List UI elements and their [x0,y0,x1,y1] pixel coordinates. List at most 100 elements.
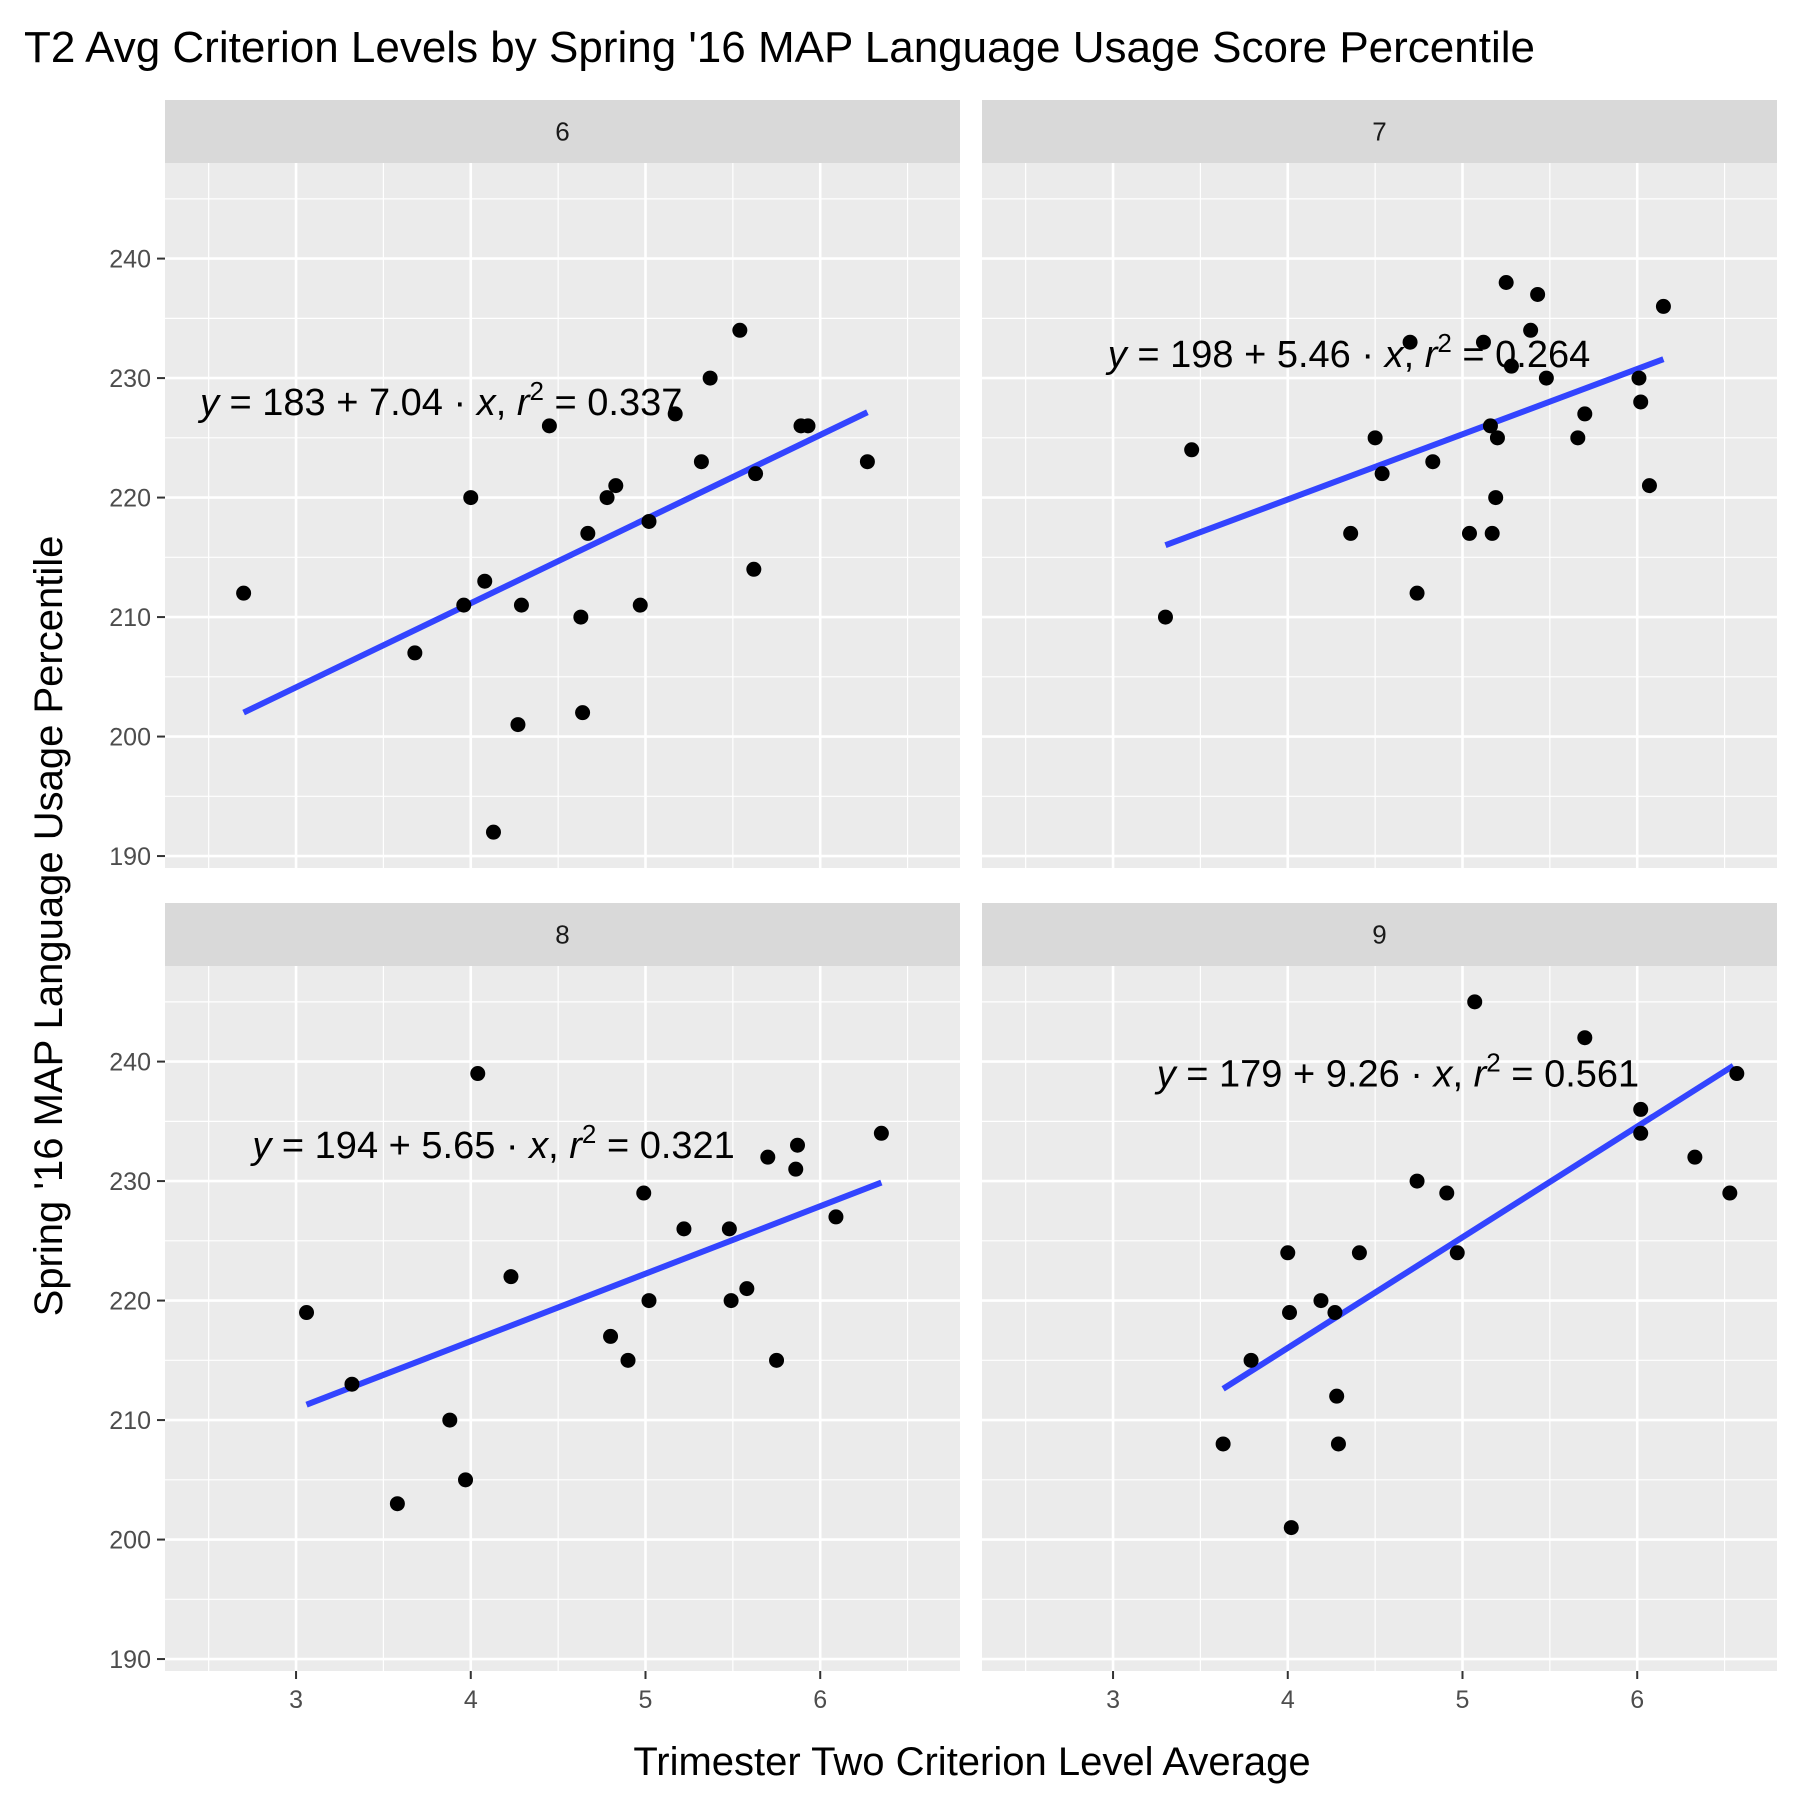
data-point [1503,358,1519,374]
equation-x-var: x [527,1125,550,1167]
data-point [1722,1185,1738,1201]
data-point [513,597,529,613]
y-tick-label: 220 [109,1288,151,1316]
data-point [580,525,596,541]
equation-y-var: y [1154,1054,1178,1096]
x-tick-label: 3 [1106,1686,1120,1714]
equation-intercept: 179 [1219,1054,1282,1096]
equation-slope: 7.04 [369,382,443,424]
equation-eq: = [219,382,262,424]
equation-y-var: y [197,382,221,424]
data-point [667,406,683,422]
data-point [1530,286,1546,302]
equation-plus: + [1282,1054,1325,1096]
x-tick-label: 5 [639,1686,653,1714]
data-point [1482,418,1498,434]
equation-r-var: r [1474,1054,1488,1096]
data-point [541,418,557,434]
equation-comma: , [1404,334,1425,376]
data-point [790,1137,806,1153]
data-point [1655,298,1671,314]
data-point [641,513,657,529]
data-point [1283,1520,1299,1536]
data-point [1327,1305,1343,1321]
facet-9-fit-line [1221,1063,1735,1392]
data-point [477,573,493,589]
data-point [746,561,762,577]
data-point [1489,430,1505,446]
equation-y-var: y [249,1125,273,1167]
equation-intercept: 194 [315,1125,378,1167]
equation-r-val: 0.561 [1544,1054,1639,1096]
facet-7-equation-label: y = 198 + 5.46 · x, r2 = 0.264 [1105,328,1590,376]
facet-9-marks: y = 179 + 9.26 · x, r2 = 0.561 [1154,994,1745,1536]
data-point [1467,994,1483,1010]
y-tick-label: 210 [109,604,151,632]
equation-dot: · [1351,334,1385,376]
facet-8-strip [165,903,960,966]
equation-r-val: 0.264 [1495,334,1590,376]
data-point [1729,1066,1745,1082]
data-point [1409,585,1425,601]
equation-r-eq: = [1501,1054,1544,1096]
facet-panels: 6 190 200 210 220 230 240 y = 183 + 7.04 · x, r… [109,100,1777,1714]
data-point [1367,430,1383,446]
equation-eq: = [271,1125,314,1167]
data-point [620,1352,636,1368]
y-tick-label: 210 [109,1407,151,1435]
facet-6-panel: 6 190 200 210 220 230 240 y = 183 + 7.04 · x, r… [109,100,960,871]
x-tick-label: 3 [289,1686,303,1714]
facet-8-plot-area [165,966,960,1671]
equation-r-eq: = [1452,334,1495,376]
data-point [1282,1305,1298,1321]
data-point [407,645,423,661]
data-point [859,454,875,470]
equation-r-val: 0.337 [587,382,682,424]
data-point [1633,394,1649,410]
x-tick-label: 5 [1456,1686,1470,1714]
equation-plus: + [378,1125,421,1167]
equation-intercept: 183 [262,382,325,424]
data-point [485,824,501,840]
data-point [1633,1101,1649,1117]
equation-r-var: r [517,382,531,424]
facet-7-strip-label: 7 [1372,117,1386,147]
data-point [1570,430,1586,446]
data-point [739,1281,755,1297]
equation-r-exp: 2 [1486,1048,1500,1078]
data-point [1449,1245,1465,1261]
equation-dot: · [1400,1054,1434,1096]
data-point [1538,370,1554,386]
facet-7-plot-area [982,163,1777,868]
equation-comma: , [548,1125,569,1167]
facet-8-marks: y = 194 + 5.65 · x, r2 = 0.321 [249,1066,889,1512]
data-point [1687,1149,1703,1165]
y-tick-label: 220 [109,485,151,513]
facet-9-grid [982,966,1777,1671]
equation-r-var: r [569,1125,583,1167]
facet-8-strip-label: 8 [555,920,569,950]
data-point [769,1352,785,1368]
equation-eq: = [1176,1054,1219,1096]
equation-dot: · [443,382,477,424]
data-point [723,1293,739,1309]
data-point [1633,1125,1649,1141]
data-point [1523,322,1539,338]
equation-x-var: x [1383,334,1406,376]
data-point [463,490,479,506]
facet-6-strip [165,100,960,163]
data-point [702,370,718,386]
data-point [1488,490,1504,506]
data-point [599,490,615,506]
y-tick-label: 200 [109,724,151,752]
facet-8-equation-label: y = 194 + 5.65 · x, r2 = 0.321 [249,1119,734,1167]
data-point [1484,525,1500,541]
equation-slope: 5.46 [1277,334,1351,376]
data-point [1313,1293,1329,1309]
data-point [1280,1245,1296,1261]
equation-comma: , [1453,1054,1474,1096]
data-point [676,1221,692,1237]
facet-7-fit-line [1164,356,1665,548]
data-point [1577,1030,1593,1046]
